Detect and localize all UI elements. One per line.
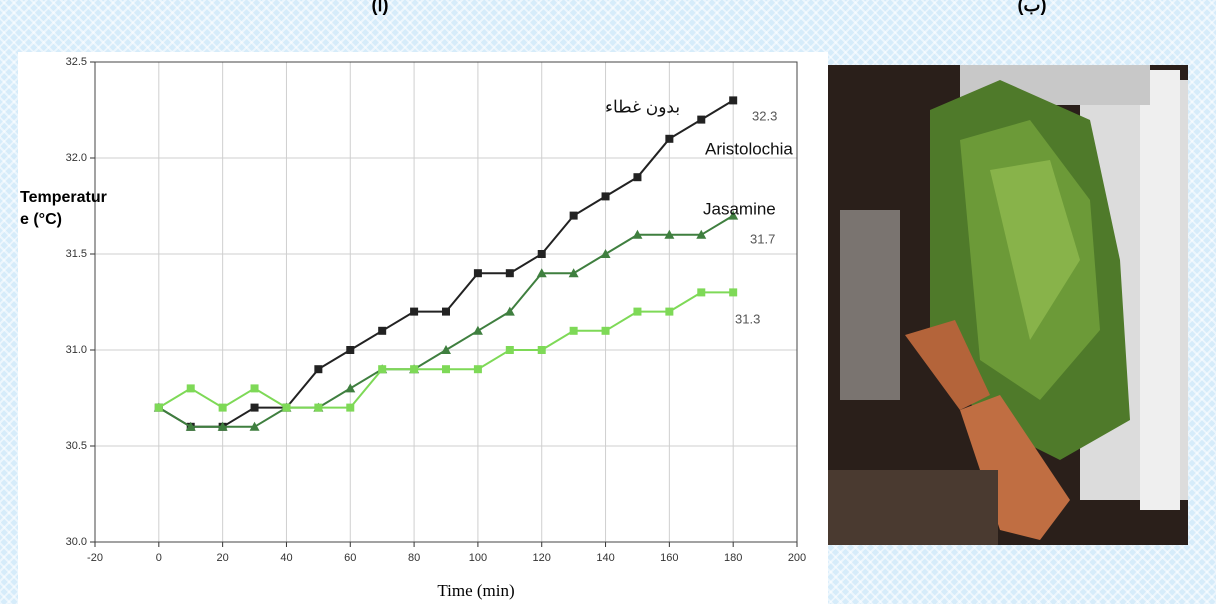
marker xyxy=(537,250,546,258)
series-name: Jasamine xyxy=(703,199,776,218)
marker xyxy=(696,229,707,239)
y-tick-label: 31.0 xyxy=(66,344,87,356)
chart-panel xyxy=(18,52,828,604)
marker xyxy=(697,115,706,124)
x-tick-label: 160 xyxy=(660,552,678,564)
x-tick-label: 140 xyxy=(596,552,614,564)
marker xyxy=(505,346,514,354)
marker xyxy=(217,421,228,431)
marker xyxy=(442,307,450,316)
end-value-label: 31.7 xyxy=(750,231,775,246)
series-name: بدون غطاء xyxy=(605,97,680,117)
marker xyxy=(664,229,675,239)
marker xyxy=(504,306,515,316)
marker xyxy=(282,403,291,412)
marker xyxy=(633,173,642,182)
marker xyxy=(442,365,450,374)
series-name: Aristolochia xyxy=(705,139,793,158)
marker xyxy=(569,211,578,220)
y-tick-label: 32.0 xyxy=(66,152,87,164)
marker xyxy=(536,268,547,278)
marker xyxy=(314,365,323,374)
x-tick-label: 120 xyxy=(533,552,551,564)
y-axis-label: Temperatur xyxy=(20,189,107,206)
marker xyxy=(473,365,482,374)
marker xyxy=(154,403,163,412)
x-axis-label: Time (min) xyxy=(437,581,514,600)
marker xyxy=(473,269,482,278)
panel-label: (ب) xyxy=(1018,0,1047,15)
y-tick-label: 32.5 xyxy=(66,56,87,68)
marker xyxy=(185,421,196,431)
marker xyxy=(600,249,611,258)
marker xyxy=(569,326,578,335)
marker xyxy=(472,325,483,335)
marker xyxy=(345,383,356,393)
photo xyxy=(828,65,1188,545)
marker xyxy=(568,268,579,278)
marker xyxy=(250,384,259,393)
marker xyxy=(186,384,195,393)
marker xyxy=(249,421,260,431)
marker xyxy=(218,403,227,412)
marker xyxy=(410,307,419,316)
marker xyxy=(314,403,323,412)
x-tick-label: 180 xyxy=(724,552,742,564)
y-tick-label: 31.5 xyxy=(66,248,87,260)
end-value-label: 31.3 xyxy=(735,311,760,326)
marker xyxy=(378,326,387,335)
x-tick-label: -20 xyxy=(87,552,103,564)
marker xyxy=(505,269,514,278)
marker xyxy=(633,307,642,316)
panel-label: (أ) xyxy=(371,0,388,15)
marker xyxy=(346,346,355,354)
y-axis-label: e (°C) xyxy=(20,211,62,228)
x-tick-label: 0 xyxy=(156,552,162,564)
marker xyxy=(697,288,706,297)
x-tick-label: 60 xyxy=(344,552,356,564)
x-tick-label: 100 xyxy=(469,552,487,564)
marker xyxy=(729,96,738,105)
end-value-label: 32.3 xyxy=(752,108,777,123)
marker xyxy=(665,134,674,143)
marker xyxy=(601,326,610,335)
marker xyxy=(728,210,739,220)
marker xyxy=(441,345,451,354)
marker xyxy=(729,288,738,297)
y-tick-label: 30.0 xyxy=(66,536,87,548)
marker xyxy=(665,307,674,316)
chart: 30.0 30.5 31.0 31.5 32.0 32.5 -20 0 20 40 60 80 100 1… xyxy=(20,56,806,600)
y-tick-label: 30.5 xyxy=(66,440,87,452)
marker xyxy=(632,229,643,239)
x-tick-label: 200 xyxy=(788,552,806,564)
marker xyxy=(537,346,546,354)
x-tick-label: 80 xyxy=(408,552,420,564)
marker xyxy=(378,365,387,374)
x-tick-label: 20 xyxy=(217,552,229,564)
plot-frame xyxy=(94,61,798,543)
marker xyxy=(601,192,610,201)
marker xyxy=(346,403,355,412)
marker xyxy=(410,365,419,374)
x-tick-label: 40 xyxy=(280,552,292,564)
marker xyxy=(250,403,259,412)
